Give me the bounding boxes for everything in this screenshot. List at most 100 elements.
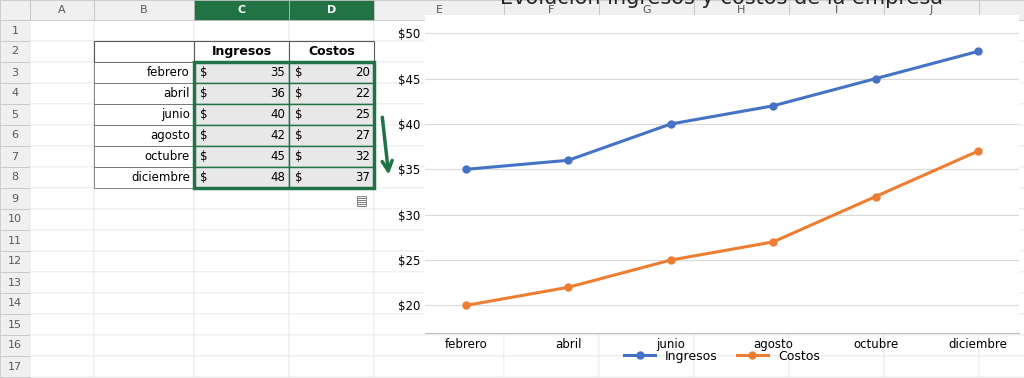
- Text: $: $: [200, 171, 208, 184]
- Bar: [694, 41, 790, 62]
- Bar: [694, 356, 790, 377]
- Bar: [979, 62, 1024, 83]
- Bar: [194, 83, 289, 104]
- Bar: [694, 314, 790, 335]
- Bar: [884, 104, 979, 125]
- Bar: [599, 188, 694, 209]
- Bar: [790, 272, 884, 293]
- Bar: [194, 41, 289, 62]
- Bar: [94, 335, 194, 356]
- Bar: [94, 188, 194, 209]
- Bar: [289, 41, 374, 62]
- Text: $: $: [295, 150, 302, 163]
- Bar: [94, 41, 194, 62]
- Text: 10: 10: [8, 214, 22, 225]
- Bar: [194, 0, 289, 20]
- Bar: [289, 0, 374, 20]
- Text: 4: 4: [11, 88, 18, 99]
- Bar: [289, 125, 374, 146]
- Bar: [504, 209, 599, 230]
- Bar: [884, 20, 979, 41]
- Bar: [194, 41, 289, 62]
- Bar: [94, 41, 194, 62]
- Text: 32: 32: [355, 150, 370, 163]
- Bar: [0, 20, 30, 41]
- Text: 7: 7: [11, 152, 18, 161]
- Bar: [194, 188, 289, 209]
- Bar: [194, 251, 289, 272]
- Bar: [790, 356, 884, 377]
- Bar: [289, 188, 374, 209]
- Bar: [194, 20, 289, 41]
- Text: $: $: [295, 87, 302, 100]
- Bar: [289, 272, 374, 293]
- Bar: [289, 146, 374, 167]
- Text: 42: 42: [270, 129, 285, 142]
- Bar: [374, 314, 504, 335]
- Bar: [94, 230, 194, 251]
- Bar: [504, 293, 599, 314]
- Bar: [790, 83, 884, 104]
- Bar: [790, 0, 884, 20]
- Bar: [504, 335, 599, 356]
- Bar: [790, 167, 884, 188]
- Bar: [194, 335, 289, 356]
- Bar: [374, 209, 504, 230]
- Bar: [979, 356, 1024, 377]
- Text: 12: 12: [8, 257, 23, 266]
- Bar: [599, 272, 694, 293]
- Bar: [374, 293, 504, 314]
- Bar: [884, 83, 979, 104]
- Bar: [194, 146, 289, 167]
- Bar: [289, 62, 374, 83]
- Bar: [504, 125, 599, 146]
- Text: febrero: febrero: [147, 66, 190, 79]
- Text: 14: 14: [8, 299, 23, 308]
- Line: Ingresos: Ingresos: [463, 48, 981, 173]
- Bar: [94, 104, 194, 125]
- Bar: [94, 20, 194, 41]
- Bar: [94, 125, 194, 146]
- Bar: [979, 230, 1024, 251]
- Bar: [504, 0, 599, 20]
- Bar: [884, 272, 979, 293]
- Text: 35: 35: [270, 66, 285, 79]
- Text: 40: 40: [270, 108, 285, 121]
- Bar: [694, 335, 790, 356]
- Text: $: $: [295, 171, 302, 184]
- Bar: [30, 272, 94, 293]
- Bar: [194, 209, 289, 230]
- Text: I: I: [835, 5, 838, 15]
- Bar: [504, 272, 599, 293]
- Bar: [504, 251, 599, 272]
- Bar: [0, 335, 30, 356]
- Bar: [30, 146, 94, 167]
- Text: Costos: Costos: [308, 45, 355, 58]
- Bar: [504, 314, 599, 335]
- Bar: [30, 0, 94, 20]
- Bar: [289, 314, 374, 335]
- Bar: [790, 125, 884, 146]
- Bar: [30, 125, 94, 146]
- Text: 9: 9: [11, 194, 18, 203]
- Bar: [979, 83, 1024, 104]
- Bar: [599, 62, 694, 83]
- Text: diciembre: diciembre: [131, 171, 190, 184]
- Bar: [289, 146, 374, 167]
- Bar: [790, 41, 884, 62]
- Text: 37: 37: [355, 171, 370, 184]
- Bar: [694, 188, 790, 209]
- Bar: [94, 314, 194, 335]
- Costos: [562, 285, 574, 290]
- Bar: [790, 62, 884, 83]
- Bar: [289, 41, 374, 62]
- Bar: [790, 209, 884, 230]
- Bar: [94, 62, 194, 83]
- Costos: [972, 149, 984, 153]
- Bar: [0, 188, 30, 209]
- Bar: [504, 188, 599, 209]
- Bar: [289, 104, 374, 125]
- Bar: [599, 0, 694, 20]
- Text: C: C: [238, 5, 246, 15]
- Text: 13: 13: [8, 277, 22, 288]
